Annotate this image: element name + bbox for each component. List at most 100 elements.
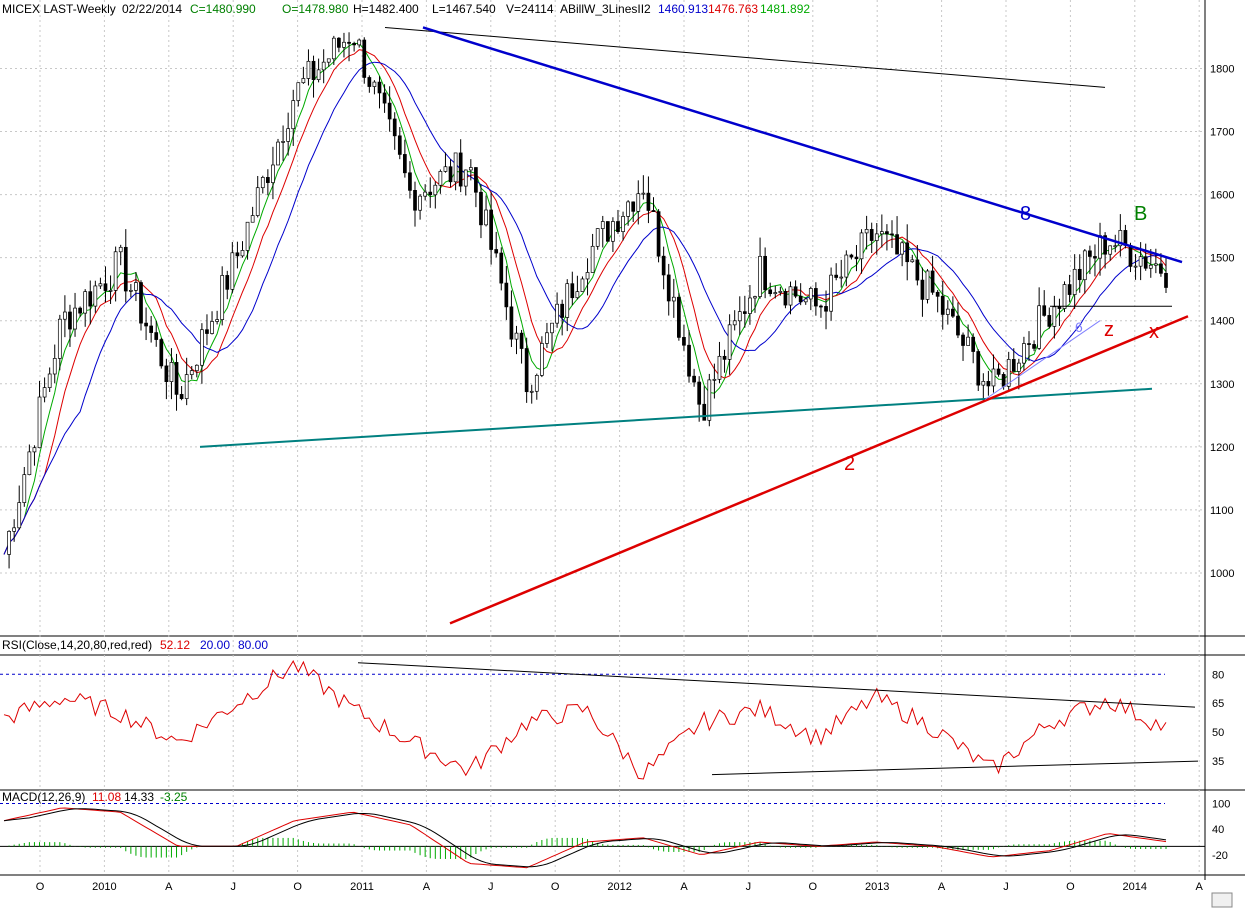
- rsi-label: RSI(Close,14,20,80,red,red): [2, 638, 152, 652]
- candle-up: [844, 254, 849, 278]
- scroll-widget[interactable]: [1211, 892, 1233, 908]
- rsi-low-level: 20.00: [200, 638, 230, 652]
- header-volume: V=24114: [506, 2, 554, 16]
- x-tick-label: 2010: [92, 881, 116, 893]
- candle-up: [37, 396, 42, 449]
- candle-up: [316, 69, 321, 80]
- candle-down: [824, 306, 828, 312]
- candle-up: [864, 229, 869, 234]
- candle-up: [113, 251, 118, 291]
- candle-up: [748, 297, 752, 314]
- candle-down: [920, 279, 925, 300]
- candle-up: [641, 192, 646, 195]
- candle-up: [803, 298, 808, 303]
- candle-down: [347, 41, 351, 44]
- candle-up: [879, 231, 884, 235]
- candle-down: [139, 282, 143, 324]
- y-tick-label: 1400: [1210, 316, 1234, 328]
- rsi-high-level: 80.00: [238, 638, 268, 652]
- candle-down: [266, 177, 270, 183]
- candles: [7, 32, 1168, 569]
- teal-support-line: [199, 387, 1153, 448]
- candle-down: [179, 394, 184, 399]
- candle-down: [951, 308, 955, 317]
- candle-up: [22, 474, 27, 503]
- candle-down: [560, 303, 565, 318]
- candle-up: [240, 250, 245, 257]
- candle-up: [534, 375, 539, 392]
- candle-up: [1022, 343, 1026, 364]
- candle-up: [326, 58, 331, 63]
- candle-down: [1047, 315, 1052, 327]
- macd-line: [3, 807, 1167, 869]
- rsi-value: 52.12: [160, 638, 190, 652]
- macd-tick-label: 40: [1212, 824, 1224, 836]
- candle-down: [940, 295, 945, 315]
- candle-down: [78, 307, 82, 314]
- candle-up: [12, 527, 16, 532]
- candle-down: [1128, 245, 1133, 267]
- candle-down: [697, 381, 702, 405]
- candle-up: [331, 37, 336, 60]
- candle-up: [438, 171, 443, 186]
- candle-up: [200, 329, 204, 366]
- rsi-series: [0, 660, 1199, 780]
- candle-down: [570, 283, 575, 299]
- blue-downtrend-line: [422, 26, 1183, 264]
- annotation-eight: 8: [1020, 203, 1031, 225]
- candle-down: [935, 291, 940, 297]
- candle-up: [42, 387, 47, 398]
- candle-down: [661, 255, 666, 276]
- candle-up: [1154, 263, 1158, 266]
- candle-down: [1001, 374, 1006, 387]
- candle-up: [712, 378, 717, 381]
- y-tick-label: 1300: [1210, 379, 1234, 391]
- upper-resistance-line: [384, 26, 1106, 88]
- candle-down: [1103, 235, 1107, 255]
- candle-up: [1006, 359, 1011, 387]
- candle-down: [1057, 306, 1062, 309]
- y-tick-label: 1100: [1210, 505, 1234, 517]
- candle-down: [798, 295, 803, 303]
- candle-down: [869, 229, 874, 241]
- y-tick-label: 1500: [1210, 253, 1234, 265]
- candle-up: [636, 193, 641, 212]
- candle-up: [286, 128, 291, 142]
- candle-up: [57, 318, 62, 359]
- candle-up: [423, 191, 428, 197]
- candle-down: [915, 259, 920, 281]
- candle-down: [524, 348, 529, 393]
- candle-down: [103, 283, 108, 291]
- candle-down: [768, 289, 773, 295]
- candle-down: [519, 332, 524, 349]
- grid-lines: [0, 0, 1205, 875]
- rsi-line: [3, 660, 1167, 780]
- candle-up: [1148, 264, 1153, 269]
- candle-down: [337, 37, 341, 48]
- candle-down: [403, 154, 407, 174]
- candle-up: [529, 390, 534, 393]
- moving-averages: [3, 42, 1167, 555]
- candle-down: [489, 209, 493, 250]
- candle-down: [692, 375, 696, 383]
- candle-down: [895, 234, 899, 255]
- candle-down: [687, 344, 691, 377]
- candle-up: [1133, 265, 1138, 268]
- candle-up: [306, 60, 311, 79]
- candle-up: [788, 286, 793, 306]
- candle-down: [448, 166, 453, 183]
- x-tick-label: J: [746, 881, 752, 893]
- ma-red-line: [3, 49, 1167, 555]
- candle-down: [311, 60, 316, 80]
- candle-up: [215, 319, 219, 322]
- candle-down: [164, 365, 169, 383]
- annotation-x: x: [1149, 321, 1159, 343]
- header-low: L=1467.540: [432, 2, 496, 16]
- header-close: C=1480.990: [190, 2, 256, 16]
- candle-up: [991, 368, 996, 387]
- candle-down: [154, 332, 159, 340]
- macd-label: MACD(12,26,9): [2, 790, 85, 804]
- macd-series: [0, 803, 1205, 869]
- header-study: ABillW_3LinesII2: [560, 2, 651, 16]
